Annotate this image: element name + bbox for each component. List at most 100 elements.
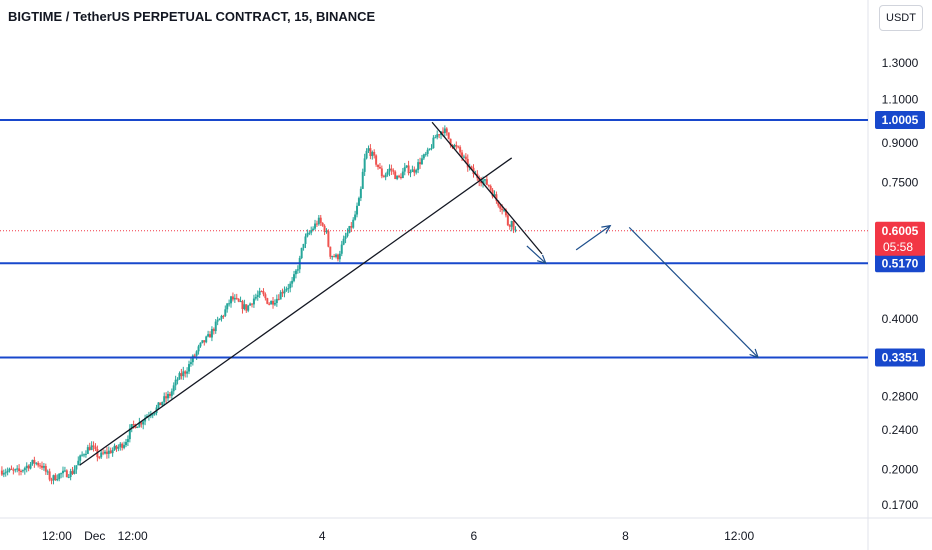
- candle-body: [419, 162, 422, 165]
- candle-body: [178, 373, 181, 380]
- candle-body: [327, 231, 330, 247]
- candle-body: [262, 291, 265, 295]
- candle-body: [483, 179, 486, 181]
- candle-body: [335, 254, 338, 257]
- y-tick-label: 1.1000: [882, 92, 919, 106]
- candle-body: [315, 223, 318, 225]
- candle-body: [294, 270, 297, 275]
- rising-trendline: [79, 157, 513, 466]
- candle-body: [86, 447, 89, 454]
- candle-body: [382, 176, 385, 178]
- candle-body: [46, 471, 49, 473]
- candle-body: [434, 137, 437, 139]
- candle-body: [165, 396, 168, 399]
- candle-body: [230, 296, 233, 304]
- candle-body: [21, 470, 24, 472]
- candle-body: [2, 473, 5, 475]
- candle-body: [266, 298, 269, 304]
- candle-body: [142, 421, 145, 425]
- candle-body: [209, 334, 212, 338]
- candle-body: [125, 442, 128, 446]
- candle-body: [88, 447, 91, 451]
- candle-body: [111, 450, 114, 454]
- candle-body: [333, 256, 336, 258]
- candle-body: [441, 131, 444, 134]
- candle-body: [493, 194, 496, 197]
- candle-body: [470, 166, 473, 168]
- candle-body: [237, 298, 240, 302]
- candle-body: [485, 179, 488, 185]
- candle-body: [117, 447, 120, 449]
- candle-body: [285, 288, 288, 291]
- y-tick-label: 0.9000: [882, 136, 919, 150]
- candle-body: [270, 300, 273, 305]
- candle-body: [144, 417, 147, 422]
- candle-body: [182, 371, 185, 377]
- candle-body: [172, 385, 175, 392]
- candle-body: [344, 236, 347, 239]
- candle-body: [264, 294, 267, 299]
- candle-body: [6, 470, 9, 473]
- candle-body: [60, 473, 63, 475]
- candle-body: [113, 445, 116, 451]
- candle-body: [384, 174, 387, 178]
- candle-body: [71, 471, 74, 474]
- candle-body: [201, 340, 204, 343]
- level-badge-label: 0.5170: [882, 256, 919, 270]
- candle-body: [69, 471, 72, 477]
- candle-body: [126, 439, 129, 443]
- candle-body: [438, 134, 441, 136]
- candle-body: [462, 156, 465, 158]
- candle-body: [109, 450, 112, 454]
- candle-body: [258, 291, 261, 296]
- candle-body: [188, 364, 191, 372]
- candle-body: [94, 446, 97, 449]
- candle-body: [65, 470, 68, 478]
- candle-body: [336, 254, 339, 260]
- candle-body: [504, 209, 507, 216]
- candle-body: [386, 171, 389, 175]
- candle-body: [459, 147, 462, 153]
- candle-body: [357, 198, 360, 206]
- candle-body: [207, 334, 210, 337]
- falling-trendline: [431, 121, 543, 255]
- candle-body: [371, 151, 374, 157]
- x-tick-label: Dec: [84, 529, 105, 543]
- candle-body: [405, 165, 408, 168]
- candle-body: [216, 320, 219, 322]
- y-tick-label: 0.2400: [882, 423, 919, 437]
- candle-body: [73, 469, 76, 474]
- candle-body: [136, 426, 139, 429]
- candle-body: [466, 158, 469, 168]
- currency-button[interactable]: USDT: [879, 5, 923, 31]
- candle-body: [340, 244, 343, 254]
- candle-body: [14, 469, 17, 471]
- candle-body: [359, 188, 362, 199]
- candle-body: [348, 226, 351, 233]
- candle-body: [228, 303, 231, 305]
- candle-body: [39, 465, 42, 467]
- candle-body: [79, 455, 82, 461]
- level-badge-label: 1.0005: [882, 113, 919, 127]
- candle-body: [503, 209, 506, 211]
- candle-body: [302, 243, 305, 248]
- candle-body: [356, 205, 359, 215]
- candle-body: [407, 165, 410, 174]
- candle-body: [323, 225, 326, 232]
- last-price-badge: [875, 221, 925, 256]
- x-tick-label: 4: [319, 529, 326, 543]
- candle-body: [105, 451, 108, 454]
- candle-body: [167, 393, 170, 399]
- candle-body: [512, 220, 515, 230]
- candle-body: [90, 445, 93, 451]
- candle-body: [508, 225, 511, 227]
- candle-body: [218, 318, 221, 321]
- candle-body: [482, 180, 485, 184]
- candle-body: [48, 471, 51, 480]
- candle-body: [161, 401, 164, 406]
- candle-body: [44, 465, 47, 472]
- x-tick-label: 12:00: [118, 529, 148, 543]
- candle-body: [398, 175, 401, 177]
- candle-body: [193, 355, 196, 357]
